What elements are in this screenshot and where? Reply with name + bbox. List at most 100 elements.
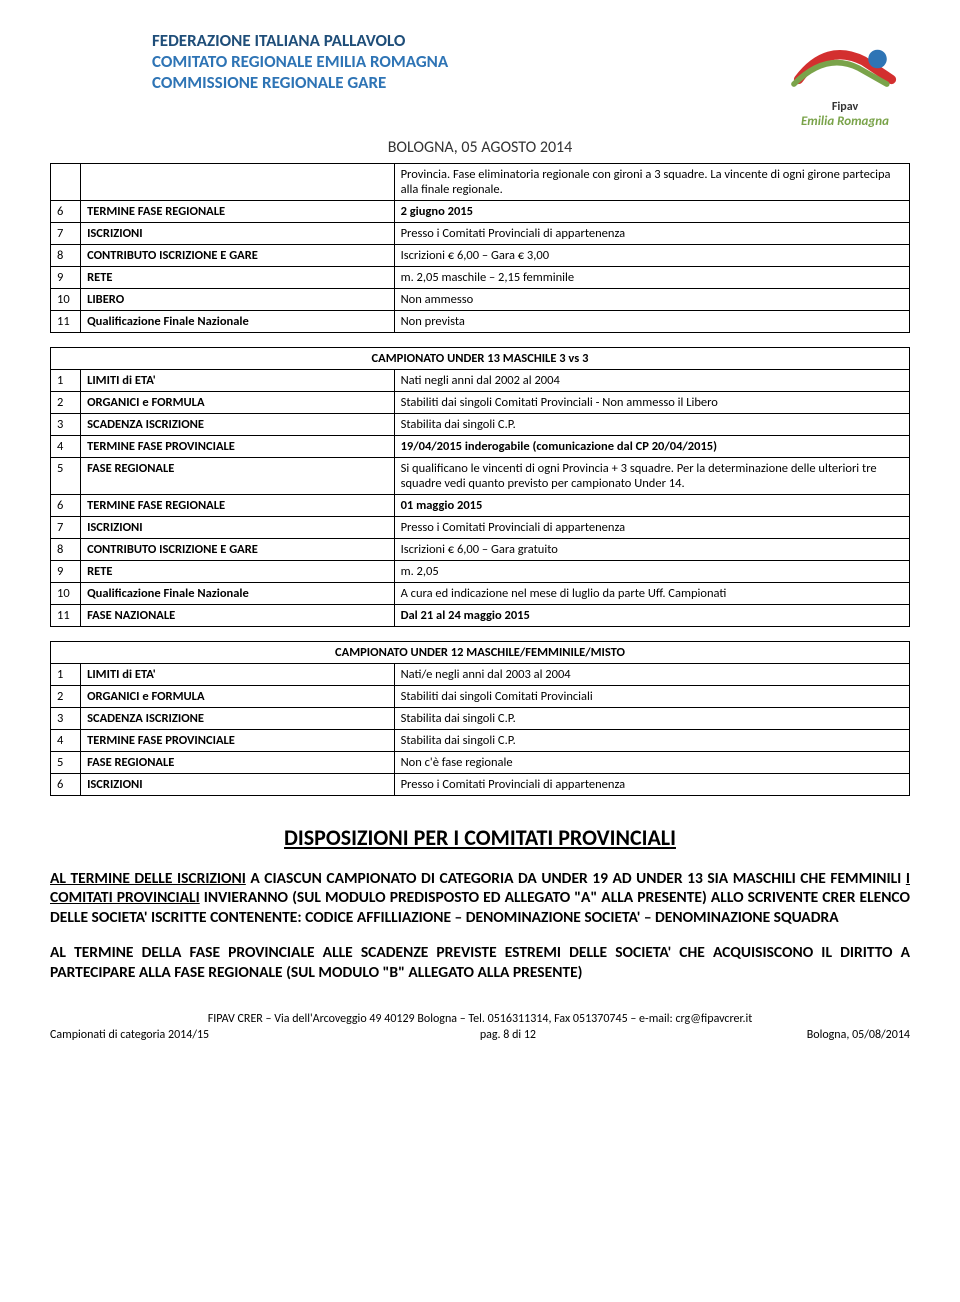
row-index: 8 bbox=[51, 245, 81, 267]
row-label: TERMINE FASE REGIONALE bbox=[81, 495, 395, 517]
table-under12: CAMPIONATO UNDER 12 MASCHILE/FEMMINILE/M… bbox=[50, 641, 910, 796]
row-index: 3 bbox=[51, 414, 81, 436]
row-value: Stabilita dai singoli C.P. bbox=[394, 708, 909, 730]
table-row: 6ISCRIZIONIPresso i Comitati Provinciali… bbox=[51, 774, 910, 796]
row-value: Presso i Comitati Provinciali di apparte… bbox=[394, 223, 909, 245]
table-row: 10Qualificazione Finale NazionaleA cura … bbox=[51, 583, 910, 605]
row-index: 4 bbox=[51, 730, 81, 752]
row-label: TERMINE FASE REGIONALE bbox=[81, 201, 395, 223]
document-date: BOLOGNA, 05 AGOSTO 2014 bbox=[50, 138, 910, 157]
row-index: 10 bbox=[51, 583, 81, 605]
table-row: 1LIMITI di ETA'Nati negli anni dal 2002 … bbox=[51, 370, 910, 392]
fipav-logo-icon: FEDERAZIONE ITALIANA PALLAVOLO bbox=[50, 30, 140, 130]
table-row: 4TERMINE FASE PROVINCIALE19/04/2015 inde… bbox=[51, 436, 910, 458]
row-value: 19/04/2015 inderogabile (comunicazione d… bbox=[394, 436, 909, 458]
row-value: Stabiliti dai singoli Comitati Provincia… bbox=[394, 392, 909, 414]
table-row: 2ORGANICI e FORMULAStabiliti dai singoli… bbox=[51, 392, 910, 414]
row-index: 7 bbox=[51, 517, 81, 539]
table-row: 7ISCRIZIONIPresso i Comitati Provinciali… bbox=[51, 517, 910, 539]
table-row: 9RETEm. 2,05 bbox=[51, 561, 910, 583]
row-index: 6 bbox=[51, 201, 81, 223]
table-row: 5FASE REGIONALESi qualificano le vincent… bbox=[51, 458, 910, 495]
row-value: Non c'è fase regionale bbox=[394, 752, 909, 774]
row-index: 2 bbox=[51, 686, 81, 708]
row-index: 9 bbox=[51, 561, 81, 583]
row-value: 01 maggio 2015 bbox=[394, 495, 909, 517]
row-value: Nati negli anni dal 2002 al 2004 bbox=[394, 370, 909, 392]
row-label: LIMITI di ETA' bbox=[81, 370, 395, 392]
table-row: 1LIMITI di ETA'Nati/e negli anni dal 200… bbox=[51, 664, 910, 686]
footer-contact: FIPAV CRER – Via dell'Arcoveggio 49 4012… bbox=[50, 1012, 910, 1026]
table-title: CAMPIONATO UNDER 12 MASCHILE/FEMMINILE/M… bbox=[51, 642, 910, 664]
row-index: 7 bbox=[51, 223, 81, 245]
row-value: Si qualificano le vincenti di ogni Provi… bbox=[394, 458, 909, 495]
paragraph-1: AL TERMINE DELLE ISCRIZIONI A CIASCUN CA… bbox=[50, 869, 910, 927]
row-label: SCADENZA ISCRIZIONE bbox=[81, 414, 395, 436]
row-value: Stabiliti dai singoli Comitati Provincia… bbox=[394, 686, 909, 708]
row-value: Stabilita dai singoli C.P. bbox=[394, 414, 909, 436]
row-label: CONTRIBUTO ISCRIZIONE E GARE bbox=[81, 539, 395, 561]
table-continuation: Provincia. Fase eliminatoria regionale c… bbox=[50, 163, 910, 333]
table-row: 3SCADENZA ISCRIZIONEStabilita dai singol… bbox=[51, 708, 910, 730]
para1-underline-1: AL TERMINE DELLE ISCRIZIONI bbox=[50, 869, 246, 888]
row-label: SCADENZA ISCRIZIONE bbox=[81, 708, 395, 730]
header-left-group: FEDERAZIONE ITALIANA PALLAVOLO FEDERAZIO… bbox=[50, 30, 448, 130]
row-value: Nati/e negli anni dal 2003 al 2004 bbox=[394, 664, 909, 686]
table-row: 2ORGANICI e FORMULAStabiliti dai singoli… bbox=[51, 686, 910, 708]
row-value: 2 giugno 2015 bbox=[394, 201, 909, 223]
row-value: m. 2,05 maschile – 2,15 femminile bbox=[394, 267, 909, 289]
table-row: 7ISCRIZIONIPresso i Comitati Provinciali… bbox=[51, 223, 910, 245]
row-value: Stabilita dai singoli C.P. bbox=[394, 730, 909, 752]
row-value: A cura ed indicazione nel mese di luglio… bbox=[394, 583, 909, 605]
section-title: DISPOSIZIONI PER I COMITATI PROVINCIALI bbox=[50, 824, 910, 851]
table-row: 6TERMINE FASE REGIONALE2 giugno 2015 bbox=[51, 201, 910, 223]
row-label: CONTRIBUTO ISCRIZIONE E GARE bbox=[81, 245, 395, 267]
org-line-1: FEDERAZIONE ITALIANA PALLAVOLO bbox=[152, 30, 448, 51]
page-header: FEDERAZIONE ITALIANA PALLAVOLO FEDERAZIO… bbox=[50, 30, 910, 130]
header-right-group: Fipav Emilia Romagna bbox=[780, 30, 910, 129]
row-index: 11 bbox=[51, 605, 81, 627]
row-label: FASE NAZIONALE bbox=[81, 605, 395, 627]
row-index: 3 bbox=[51, 708, 81, 730]
right-brand-label: Fipav bbox=[832, 100, 858, 114]
row-index: 6 bbox=[51, 774, 81, 796]
table-row: 8CONTRIBUTO ISCRIZIONE E GAREIscrizioni … bbox=[51, 539, 910, 561]
footer-right: Bologna, 05/08/2014 bbox=[807, 1028, 910, 1042]
row-index: 5 bbox=[51, 752, 81, 774]
row-value: Iscrizioni € 6,00 – Gara gratuito bbox=[394, 539, 909, 561]
row-index: 2 bbox=[51, 392, 81, 414]
footer-center: pag. 8 di 12 bbox=[480, 1028, 536, 1042]
row-label: RETE bbox=[81, 561, 395, 583]
row-value: Iscrizioni € 6,00 – Gara € 3,00 bbox=[394, 245, 909, 267]
table-row: 11Qualificazione Finale NazionaleNon pre… bbox=[51, 311, 910, 333]
row-label: RETE bbox=[81, 267, 395, 289]
table-title: CAMPIONATO UNDER 13 MASCHILE 3 vs 3 bbox=[51, 348, 910, 370]
row-value: Dal 21 al 24 maggio 2015 bbox=[394, 605, 909, 627]
row-value: Provincia. Fase eliminatoria regionale c… bbox=[394, 164, 909, 201]
row-label: Qualificazione Finale Nazionale bbox=[81, 311, 395, 333]
row-index: 1 bbox=[51, 664, 81, 686]
row-index: 10 bbox=[51, 289, 81, 311]
row-label: FASE REGIONALE bbox=[81, 752, 395, 774]
row-label: Qualificazione Finale Nazionale bbox=[81, 583, 395, 605]
row-index: 8 bbox=[51, 539, 81, 561]
row-value: Non prevista bbox=[394, 311, 909, 333]
row-index bbox=[51, 164, 81, 201]
fipav-region-logo-icon bbox=[780, 30, 910, 100]
row-label: ORGANICI e FORMULA bbox=[81, 392, 395, 414]
row-label: ORGANICI e FORMULA bbox=[81, 686, 395, 708]
row-label: TERMINE FASE PROVINCIALE bbox=[81, 436, 395, 458]
table-under13: CAMPIONATO UNDER 13 MASCHILE 3 vs 31LIMI… bbox=[50, 347, 910, 627]
row-label: LIBERO bbox=[81, 289, 395, 311]
right-brand-sub: Emilia Romagna bbox=[801, 114, 889, 129]
table-row: 3SCADENZA ISCRIZIONEStabilita dai singol… bbox=[51, 414, 910, 436]
row-label: TERMINE FASE PROVINCIALE bbox=[81, 730, 395, 752]
row-index: 9 bbox=[51, 267, 81, 289]
table-row: 8CONTRIBUTO ISCRIZIONE E GAREIscrizioni … bbox=[51, 245, 910, 267]
table-row: 4TERMINE FASE PROVINCIALEStabilita dai s… bbox=[51, 730, 910, 752]
table-row: 10LIBERONon ammesso bbox=[51, 289, 910, 311]
row-label: FASE REGIONALE bbox=[81, 458, 395, 495]
row-value: Presso i Comitati Provinciali di apparte… bbox=[394, 774, 909, 796]
row-index: 1 bbox=[51, 370, 81, 392]
paragraph-2: AL TERMINE DELLA FASE PROVINCIALE ALLE S… bbox=[50, 943, 910, 982]
